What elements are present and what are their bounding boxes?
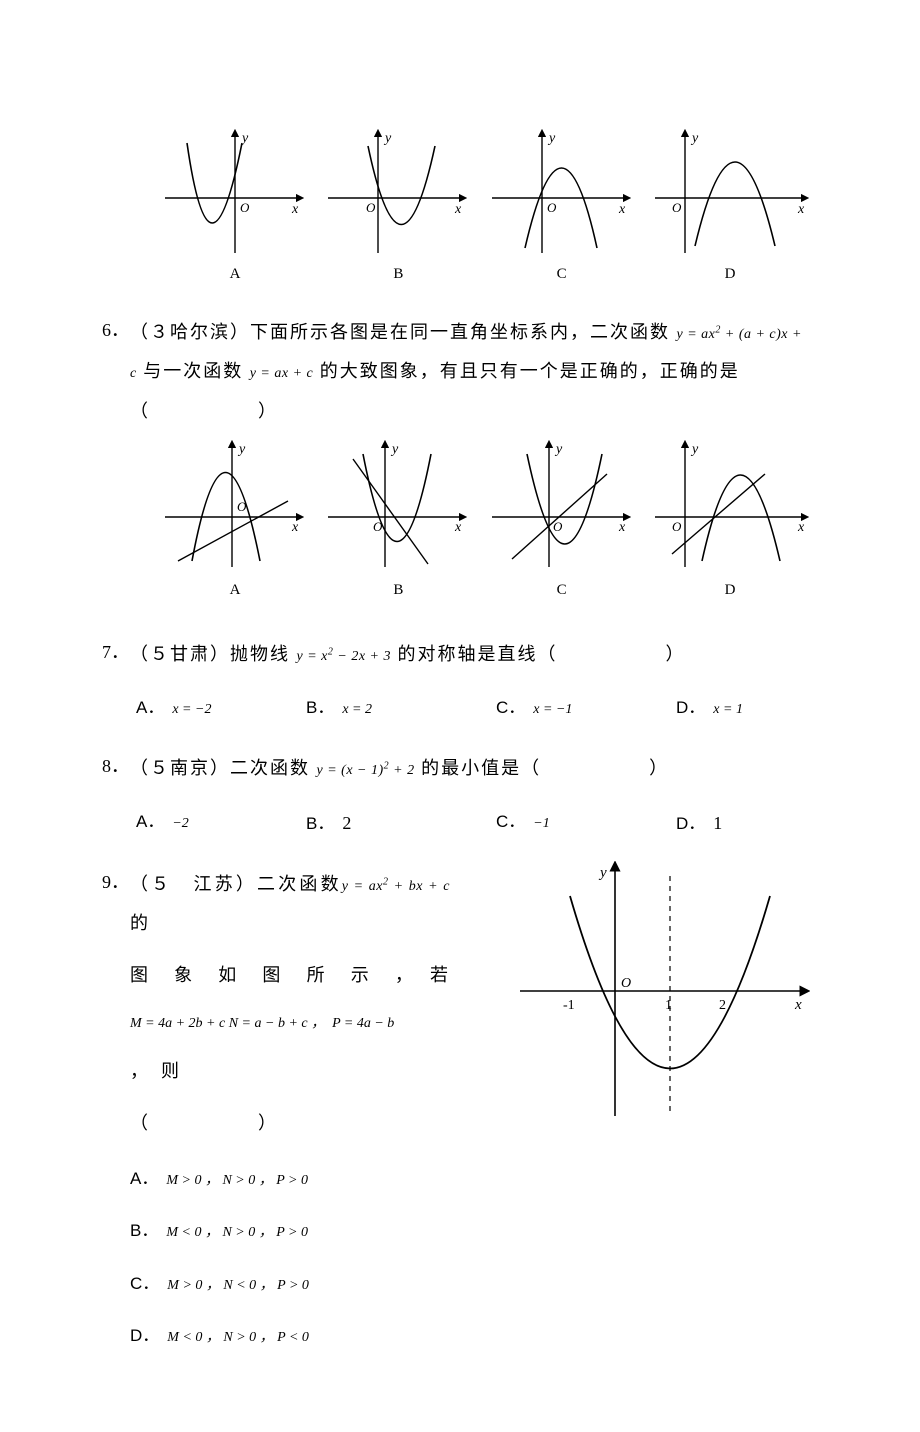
- svg-text:y: y: [390, 442, 399, 457]
- svg-text:x: x: [454, 520, 462, 535]
- svg-text:O: O: [373, 519, 383, 534]
- q6-eq2: y = ax + c: [250, 366, 314, 381]
- q9-opt-c-letter: C．: [130, 1268, 159, 1300]
- q7-opt-b-letter: B．: [306, 692, 334, 724]
- q9-num: 9．: [102, 865, 130, 899]
- q6-graph-d: x y O D: [650, 439, 810, 605]
- q9-opts: A． M > 0 ， N > 0 ， P > 0 B． M < 0 ， N > 0 …: [130, 1163, 495, 1352]
- q7-opt-d-letter: D．: [676, 692, 705, 724]
- svg-text:x: x: [797, 202, 805, 217]
- q8: 8． （５南京）二次函数 y = (x − 1)2 + 2 的最小值是（ ） A…: [130, 749, 810, 841]
- graph-b: x y O B: [323, 128, 473, 289]
- q8-eq: y = (x − 1)2 + 2: [317, 763, 415, 778]
- q9-opt-a-letter: A．: [130, 1163, 158, 1195]
- graphs-row-q6: x y O A x y O B: [160, 439, 810, 605]
- origin-label: O: [240, 200, 250, 215]
- q6-graph-a: x y O A: [160, 439, 310, 605]
- svg-text:O: O: [547, 200, 557, 215]
- q9-graph: x y O -1 1 2: [515, 861, 810, 1353]
- q9-opt-d-letter: D．: [130, 1320, 159, 1352]
- svg-text:O: O: [672, 200, 682, 215]
- svg-text:x: x: [797, 520, 805, 535]
- graph-d-svg: x y O: [650, 128, 810, 258]
- q7-opts: A． x = −2 B． x = 2 C． x = −1 D． x = 1: [130, 692, 810, 724]
- q7-paren: （ ）: [537, 644, 697, 664]
- q7-text: （５甘肃）抛物线 y = x2 − 2x + 3 的对称轴是直线（ ）: [130, 635, 810, 675]
- q7-num: 7．: [102, 635, 130, 669]
- q6-text-3: 的大致图象，有且只有一个是正确的，正确的是: [320, 361, 740, 381]
- graph-c-svg: x y O: [487, 128, 637, 258]
- graph-a-letter: A: [160, 260, 310, 289]
- svg-text:y: y: [237, 442, 246, 457]
- q6-graph-c: x y O C: [487, 439, 637, 605]
- graphs-row-1: x y O A x y O B x y O C: [160, 128, 810, 289]
- svg-text:y: y: [547, 131, 556, 146]
- q9-line2: 图 象 如 图 所 示 ， 若: [130, 956, 450, 996]
- graph-d: x y O D: [650, 128, 810, 289]
- q7-opt-d: x = 1: [713, 697, 743, 724]
- svg-text:O: O: [672, 519, 682, 534]
- q6-text: （３哈尔滨）下面所示各图是在同一直角坐标系内，二次函数 y = ax2 + (a…: [130, 313, 810, 432]
- q6-text-1: （３哈尔滨）下面所示各图是在同一直角坐标系内，二次函数: [130, 322, 670, 342]
- q9-line1: （５ 江苏）二次函数y = ax2 + bx + c 的: [130, 865, 450, 944]
- q8-paren: （ ）: [521, 758, 681, 778]
- q6-text-2: 与一次函数: [143, 361, 243, 381]
- q9-axis-x-label: x: [794, 997, 802, 1013]
- q7-opt-a-letter: A．: [136, 692, 164, 724]
- q7: 7． （５甘肃）抛物线 y = x2 − 2x + 3 的对称轴是直线（ ） A…: [130, 635, 810, 725]
- q9-opt-c: M > 0 ， N < 0 ， P > 0: [167, 1273, 309, 1300]
- graph-b-letter: B: [323, 260, 473, 289]
- q8-opts: A． −2 B．2 C． −1 D．1: [130, 806, 810, 840]
- q8-opt-a-letter: A．: [136, 806, 164, 838]
- graph-b-svg: x y O: [323, 128, 473, 258]
- q8-opt-a: −2: [172, 811, 188, 838]
- svg-text:y: y: [690, 442, 699, 457]
- q9-opt-b-letter: B．: [130, 1215, 158, 1247]
- q9-tick-1: 1: [665, 998, 672, 1013]
- graph-c-letter: C: [487, 260, 637, 289]
- q9-opt-a: M > 0 ， N > 0 ， P > 0: [166, 1168, 308, 1195]
- q7-eq: y = x2 − 2x + 3: [297, 649, 391, 664]
- svg-text:x: x: [454, 202, 462, 217]
- svg-text:O: O: [366, 200, 376, 215]
- q9-tick-2: 2: [719, 998, 726, 1013]
- q9-paren: （ ）: [130, 1113, 290, 1133]
- q9-eq-defs: M = 4a + 2b + c N = a − b + c ， P = 4a −…: [130, 1011, 495, 1038]
- svg-text:y: y: [383, 131, 392, 146]
- q9-axis-y-label: y: [598, 865, 607, 881]
- q9-origin: O: [621, 976, 631, 991]
- svg-text:y: y: [554, 442, 563, 457]
- svg-text:x: x: [618, 520, 626, 535]
- q7-opt-c: x = −1: [533, 697, 572, 724]
- axis-x-label: x: [291, 202, 299, 217]
- svg-text:x: x: [291, 520, 299, 535]
- graph-a-svg: x y O: [160, 128, 310, 258]
- q6-num: 6．: [102, 313, 130, 347]
- q6-graph-b: x y O B: [323, 439, 473, 605]
- q6: 6． （３哈尔滨）下面所示各图是在同一直角坐标系内，二次函数 y = ax2 +…: [130, 313, 810, 611]
- svg-text:x: x: [618, 202, 626, 217]
- q9-opt-b: M < 0 ， N > 0 ， P > 0: [166, 1220, 308, 1247]
- q9: 9． （５ 江苏）二次函数y = ax2 + bx + c 的 图 象 如 图 …: [130, 865, 810, 1353]
- q8-opt-d-letter: D．: [676, 808, 705, 840]
- q6-paren: （ ）: [130, 401, 290, 421]
- q8-opt-b: 2: [342, 806, 351, 840]
- graph-a: x y O A: [160, 128, 310, 289]
- graph-d-letter: D: [650, 260, 810, 289]
- q7-opt-a: x = −2: [172, 697, 211, 724]
- q9-opt-d: M < 0 ， N > 0 ， P < 0: [167, 1325, 309, 1352]
- svg-text:y: y: [690, 131, 699, 146]
- q7-opt-c-letter: C．: [496, 692, 525, 724]
- graph-c: x y O C: [487, 128, 637, 289]
- q8-opt-b-letter: B．: [306, 808, 334, 840]
- q8-opt-c-letter: C．: [496, 806, 525, 838]
- q8-opt-d: 1: [713, 806, 722, 840]
- q9-tick-neg1: -1: [563, 998, 575, 1013]
- q8-text: （５南京）二次函数 y = (x − 1)2 + 2 的最小值是（ ）: [130, 749, 810, 789]
- q8-num: 8．: [102, 749, 130, 783]
- q7-opt-b: x = 2: [342, 697, 372, 724]
- q8-opt-c: −1: [533, 811, 549, 838]
